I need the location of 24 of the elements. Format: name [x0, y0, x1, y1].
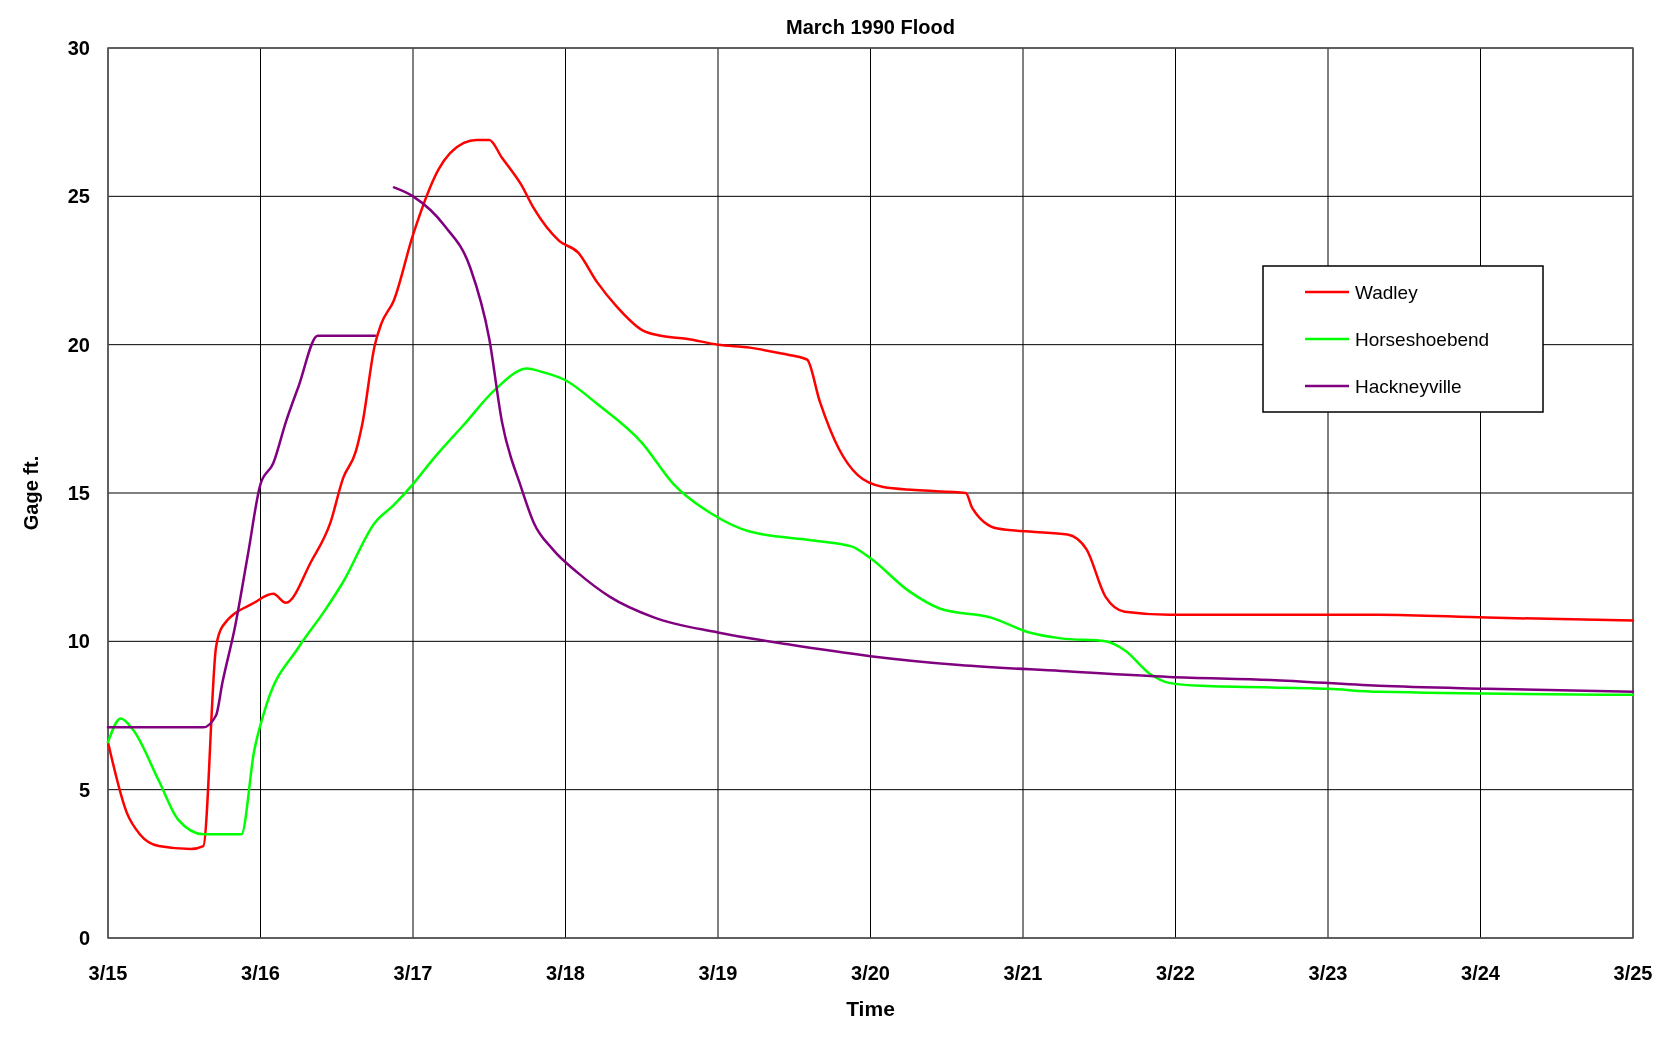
x-tick-label: 3/15 — [88, 962, 128, 984]
x-tick-label: 3/23 — [1308, 962, 1348, 984]
chart-title: March 1990 Flood — [786, 16, 955, 38]
x-tick-label: 3/21 — [1003, 962, 1043, 984]
y-tick-label: 25 — [67, 185, 90, 208]
legend-label: Horseshoebend — [1355, 328, 1490, 350]
x-tick-label: 3/24 — [1461, 962, 1501, 984]
y-tick-label: 15 — [67, 482, 90, 504]
x-tick-label: 3/19 — [698, 962, 738, 984]
legend-label: Hackneyville — [1355, 375, 1462, 397]
x-tick-label: 3/22 — [1156, 962, 1195, 984]
x-tick-label: 3/18 — [546, 962, 585, 984]
x-axis-title: Time — [846, 997, 895, 1020]
legend-label: Wadley — [1355, 281, 1419, 303]
y-axis-title: Gage ft. — [20, 455, 42, 531]
y-tick-label: 30 — [67, 37, 90, 59]
y-tick-label: 0 — [78, 927, 90, 949]
x-tick-label: 3/16 — [241, 962, 280, 984]
x-tick-label: 3/25 — [1613, 962, 1653, 984]
y-tick-label: 5 — [78, 778, 90, 801]
x-tick-label: 3/17 — [393, 962, 433, 984]
y-tick-label: 10 — [67, 630, 90, 653]
y-tick-label: 20 — [67, 333, 90, 356]
x-tick-label: 3/20 — [851, 962, 890, 984]
